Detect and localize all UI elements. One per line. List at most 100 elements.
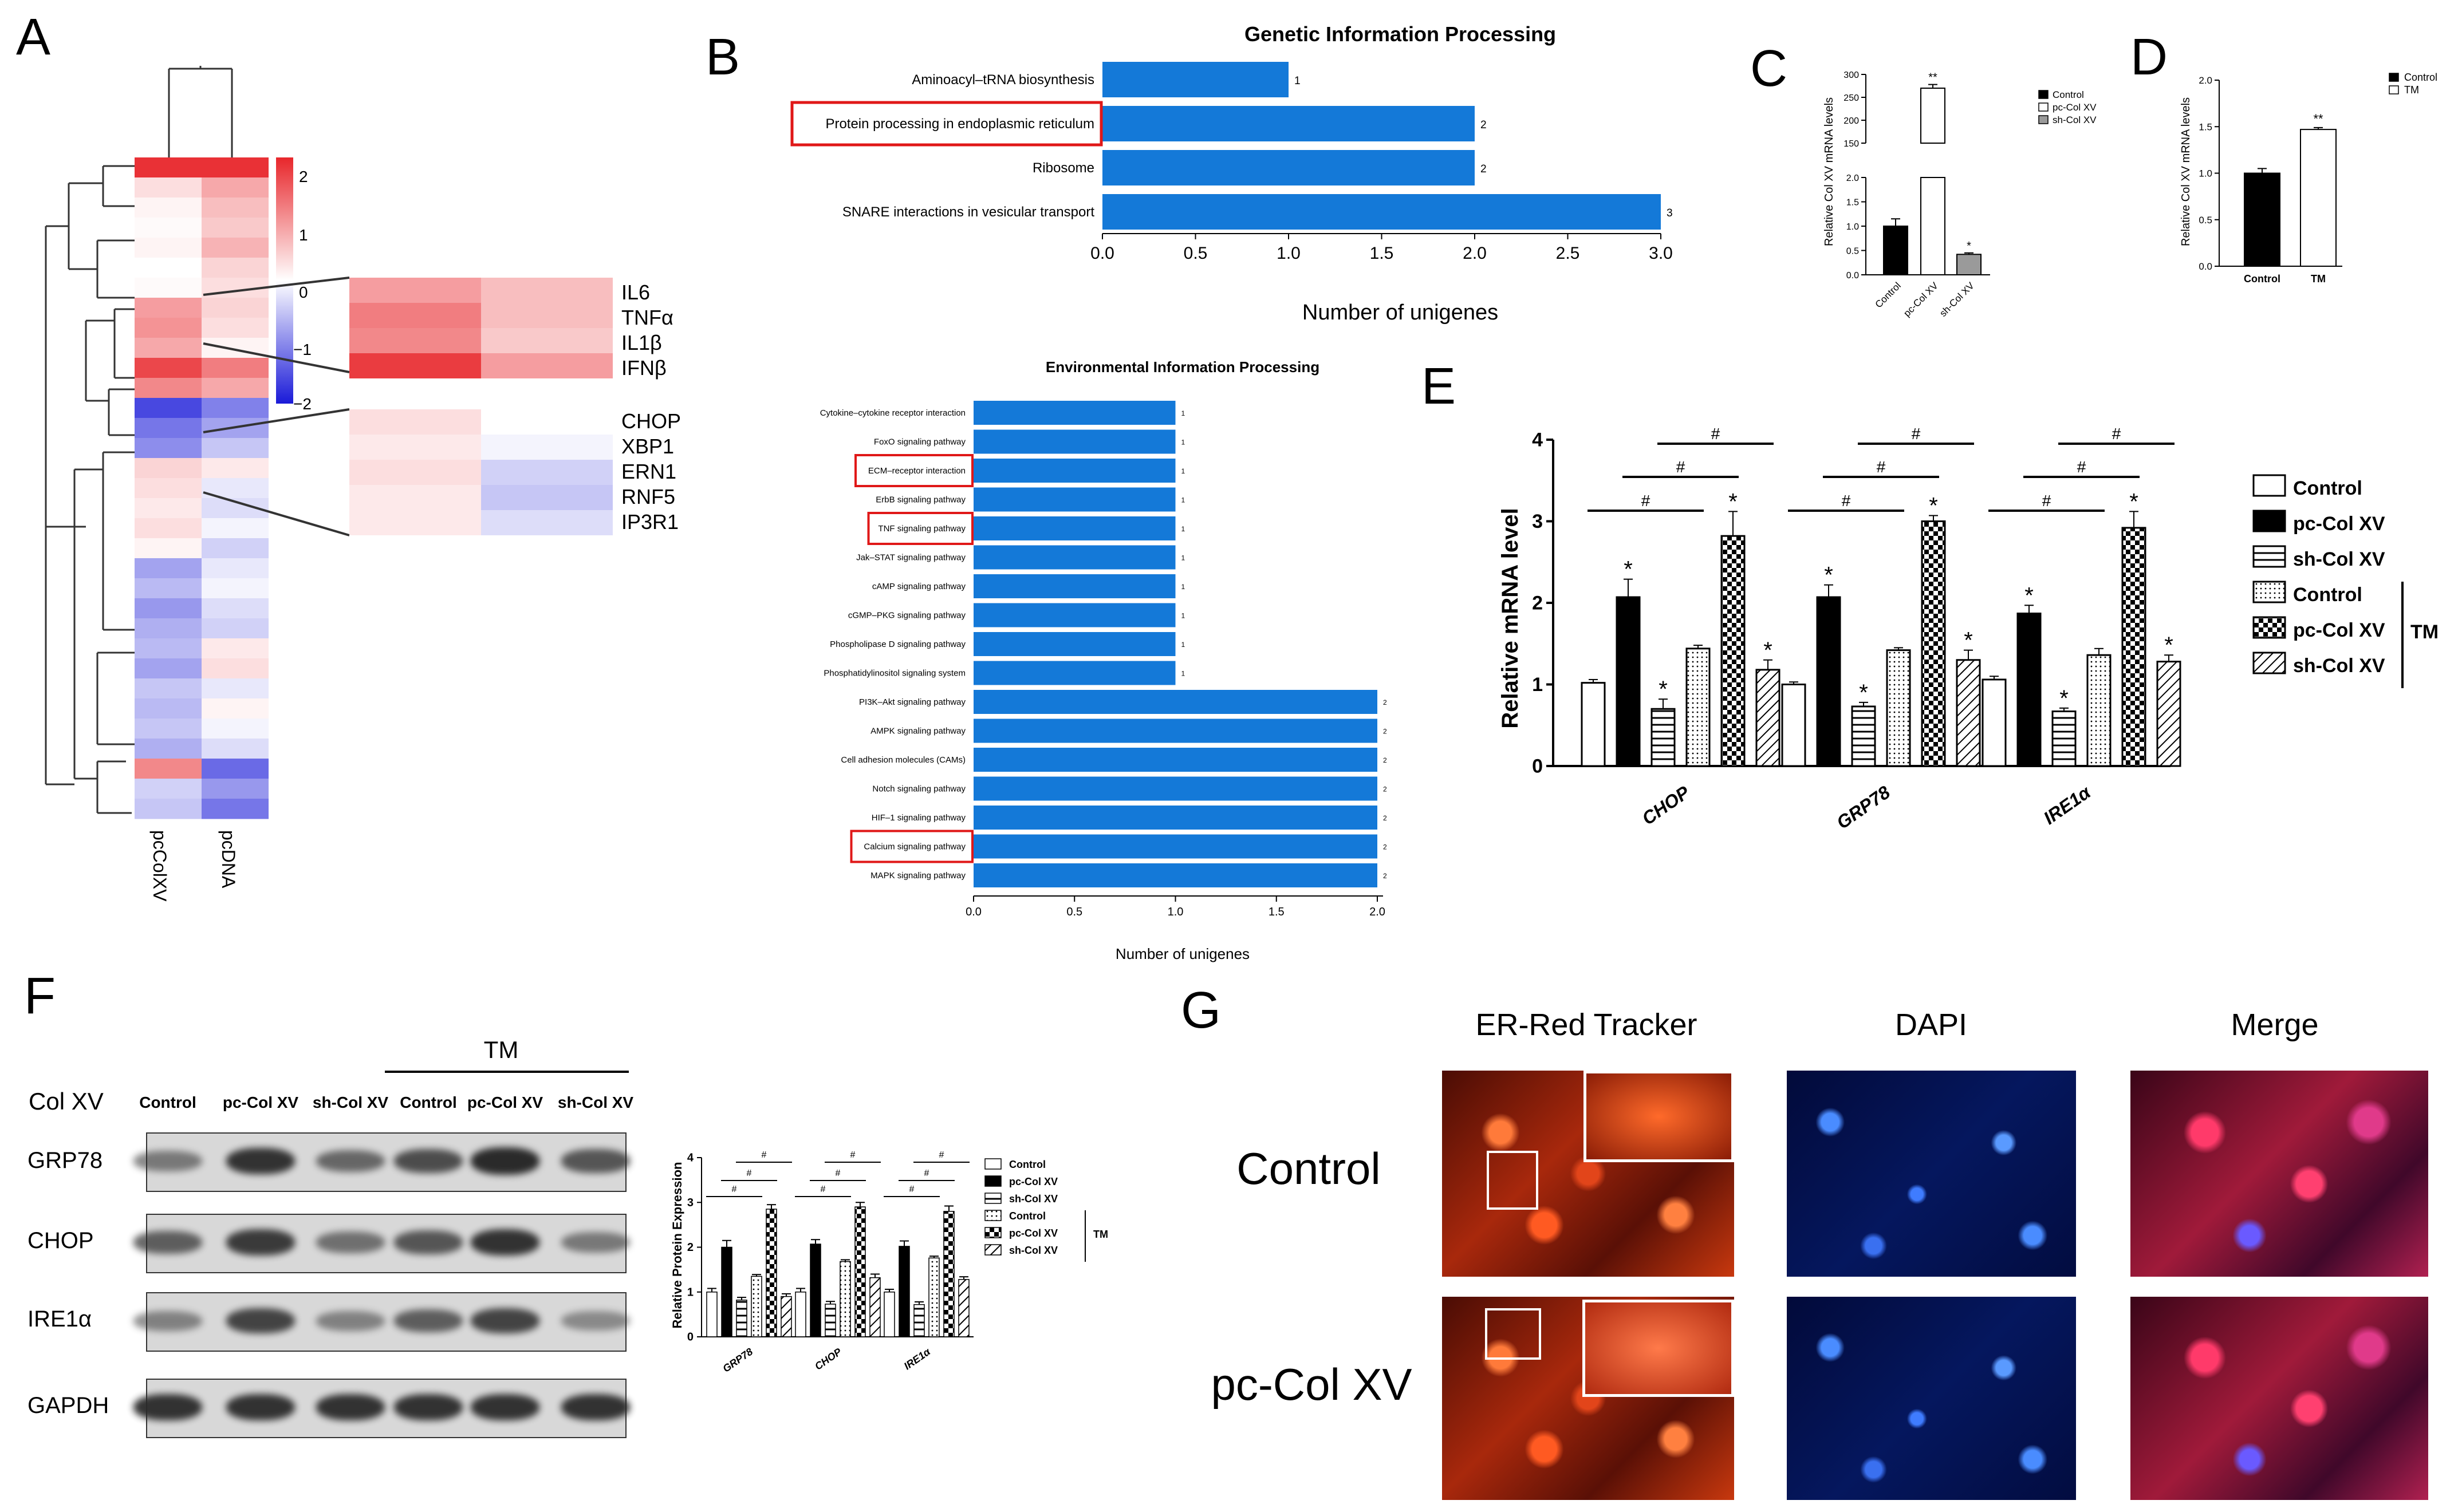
lane-label: Control xyxy=(400,1093,457,1111)
legend-label: sh-Col XV xyxy=(1009,1245,1058,1256)
value-label: 1 xyxy=(1181,496,1185,504)
blot-band xyxy=(394,1230,463,1254)
bar xyxy=(974,719,1377,743)
heatmap-cell xyxy=(135,198,202,218)
gene-label: IL6 xyxy=(621,281,650,304)
tick-label: 1.0 xyxy=(1277,244,1301,263)
heatmap-cell xyxy=(135,478,202,499)
comparison-mark: # xyxy=(850,1150,856,1160)
heatmap-cell xyxy=(202,678,269,699)
bar xyxy=(1816,596,1841,767)
blot-band xyxy=(394,1148,463,1174)
bar xyxy=(1650,708,1676,767)
bar xyxy=(706,1292,718,1337)
comparison-mark: # xyxy=(939,1150,944,1160)
comparison-mark: # xyxy=(747,1168,752,1178)
legend-label: sh-Col XV xyxy=(2053,115,2097,125)
zoom-cell xyxy=(481,278,613,303)
column-label: DAPI xyxy=(1895,1008,1967,1042)
colorbar-tick: 0 xyxy=(299,283,308,301)
blot-band xyxy=(226,1308,295,1334)
protein-label: IRE1α xyxy=(27,1306,92,1332)
tick-label: 2.0 xyxy=(1463,244,1487,263)
value-label: 1 xyxy=(1294,75,1301,87)
bar xyxy=(974,632,1176,656)
comparison-mark: # xyxy=(2077,458,2086,476)
bar xyxy=(974,574,1176,598)
legend: Control pc-Col XV sh-Col XV Control pc-Col X… xyxy=(2252,474,2439,688)
comparison-mark: # xyxy=(1842,492,1851,510)
heatmap-cell xyxy=(135,719,202,739)
significance: ** xyxy=(2313,112,2323,126)
lane-label: Control xyxy=(139,1093,196,1111)
imaging-labels: ER-Red Tracker DAPI Merge Control pc-Col… xyxy=(1211,1008,2318,1410)
plot-area: 0 1 2 3 4 * * * * CHOP # # # * * * * GRP78 # # # * * * * IRE1α # # # xyxy=(1532,425,2181,833)
plot-area: 0.0 0.5 1.0 1.5 2.0 Control ** TM xyxy=(2199,75,2342,285)
category-label: Cell adhesion molecules (CAMs) xyxy=(841,755,966,765)
legend-label: Control xyxy=(2053,89,2084,100)
comparison-mark: # xyxy=(1676,458,1685,476)
heatmap-cell xyxy=(135,578,202,599)
chart-b-top: Genetic Information Processing Aminoacyl… xyxy=(790,22,1673,325)
tick-label: 0.0 xyxy=(966,906,982,918)
tick-label: 1 xyxy=(687,1286,694,1298)
heatmap-cell xyxy=(202,438,269,459)
bar xyxy=(2016,613,2042,767)
heatmap-cell xyxy=(202,458,269,479)
value-label: 2 xyxy=(1383,785,1387,793)
blot-band xyxy=(133,1150,202,1172)
category-label: TM xyxy=(2311,273,2326,285)
tm-label: TM xyxy=(1093,1229,1108,1240)
heatmap-cell xyxy=(202,578,269,599)
bar xyxy=(2300,129,2337,267)
bar xyxy=(1886,649,1911,767)
value-label: 1 xyxy=(1181,409,1185,417)
heatmap-cell xyxy=(135,438,202,459)
bar xyxy=(854,1206,866,1337)
panel-label-a: A xyxy=(16,9,50,66)
panel-label-b: B xyxy=(706,29,740,86)
image-control-dapi xyxy=(1787,1071,2076,1277)
bar xyxy=(974,545,1176,570)
category-label: IRE1α xyxy=(902,1345,933,1372)
protein-label: GAPDH xyxy=(27,1393,109,1418)
heatmap-cell xyxy=(135,157,202,178)
heatmap-cell xyxy=(202,198,269,218)
bar xyxy=(736,1300,747,1337)
category-label: cAMP signaling pathway xyxy=(872,582,966,591)
heatmap-cell xyxy=(202,739,269,759)
zoom-cell xyxy=(481,485,613,510)
category-label: pc-Col XV xyxy=(1901,280,1940,319)
bar xyxy=(1956,254,1982,275)
zoom-cell xyxy=(481,510,613,535)
legend-swatch xyxy=(984,1193,1002,1204)
bars: Cytokine–cytokine receptor interaction 1 F… xyxy=(820,401,1387,887)
heatmap-cell xyxy=(135,298,202,318)
category-label: Ribosome xyxy=(1033,160,1094,176)
bar xyxy=(974,459,1176,483)
bar xyxy=(1102,150,1475,185)
chart-c: 0.0 0.5 1.0 1.5 2.0 150 200 250 300 Control ** pc-C… xyxy=(1823,70,2097,319)
lane-label: sh-Col XV xyxy=(313,1093,389,1111)
comparison-mark: # xyxy=(2042,492,2051,510)
value-label: 1 xyxy=(1181,612,1185,620)
bars: Aminoacyl–tRNA biosynthesis 1 Protein proc… xyxy=(790,62,1673,230)
bar xyxy=(1920,88,1945,144)
bar xyxy=(1920,177,1945,275)
value-label: 2 xyxy=(1383,814,1387,822)
heatmap-dendrogram xyxy=(45,66,233,814)
significance: * xyxy=(1763,638,1772,663)
zoom-cell xyxy=(349,409,481,435)
tick-label: 0.5 xyxy=(1846,247,1859,256)
legend-label: Control xyxy=(1009,1159,1046,1170)
category-label: TNF signaling pathway xyxy=(878,524,966,534)
chart-b-bottom: Environmental Information Processing Cyt… xyxy=(820,358,1387,962)
zoom-cell xyxy=(349,353,481,378)
bar xyxy=(974,834,1377,859)
chart-title: Genetic Information Processing xyxy=(1244,22,1556,46)
panel-letters: A B C D E F G xyxy=(16,9,2168,1039)
blot-band xyxy=(316,1150,385,1173)
bar xyxy=(1851,705,1876,767)
value-label: 3 xyxy=(1667,207,1673,219)
category-label: ECM–receptor interaction xyxy=(868,466,966,476)
